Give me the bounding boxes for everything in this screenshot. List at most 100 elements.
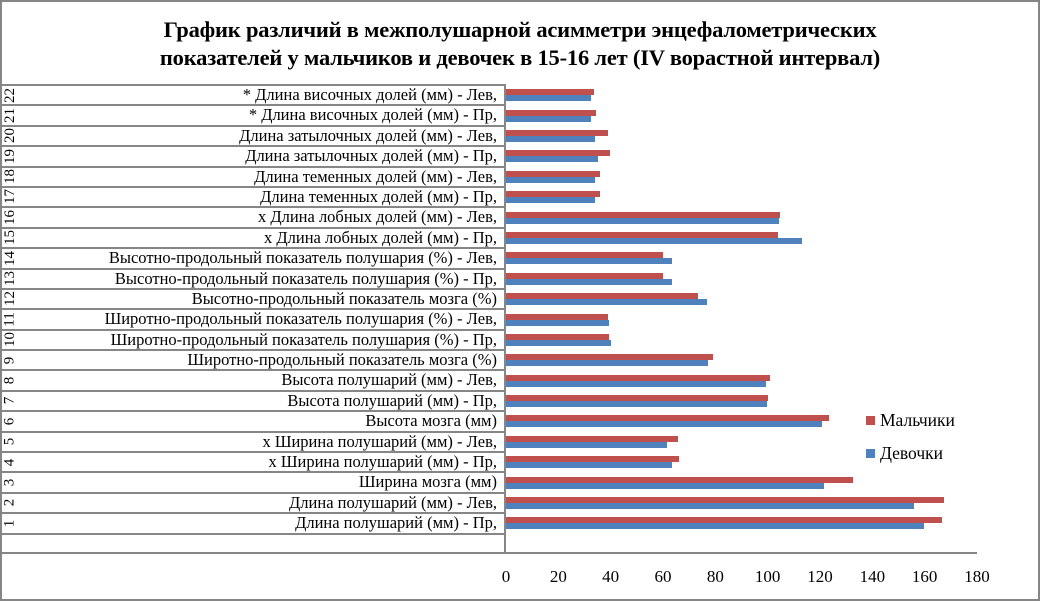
category-tick <box>498 471 506 474</box>
category-tick <box>498 104 506 107</box>
bar-girls <box>506 339 611 346</box>
category-number-text: 17 <box>1 189 18 205</box>
category-label: Высотно-продольный показатель мозга (%) <box>191 288 497 308</box>
category-number: 5 <box>0 433 20 451</box>
bar-girls <box>506 380 767 387</box>
bar-boys <box>506 476 853 483</box>
category-label: Высота полушарий (мм) - Лев, <box>281 370 497 390</box>
category-row: 20 Длина затылочных долей (мм) - Лев, <box>0 124 505 145</box>
category-row: 21 * Длина височных долей (мм) - Пр, <box>0 104 505 124</box>
category-row: 2 Длина полушарий (мм) - Лев, <box>0 491 505 512</box>
category-tick <box>498 451 506 454</box>
category-tick <box>498 532 506 535</box>
category-number: 4 <box>0 453 20 471</box>
bar-boys <box>506 129 609 136</box>
bar-girls <box>506 299 707 306</box>
category-number-text: 15 <box>1 230 18 246</box>
bar-girls <box>506 156 599 163</box>
category-tick <box>498 247 506 250</box>
category-number-text: 12 <box>1 291 18 307</box>
category-number: 17 <box>0 188 20 206</box>
category-label: Длина затылочных долей (мм) - Пр, <box>245 146 497 166</box>
category-number-text: 8 <box>1 376 18 385</box>
category-row: 6 Высота мозга (мм) <box>0 410 505 430</box>
category-number-text: 21 <box>1 107 18 123</box>
category-row: 3 Ширина мозга (мм) <box>0 471 505 491</box>
category-number-text: 7 <box>1 397 18 405</box>
bar-girls <box>506 421 822 428</box>
bar-girls <box>506 503 914 510</box>
bar-girls <box>506 360 708 367</box>
category-number-text: 10 <box>1 332 18 348</box>
category-number-text: 6 <box>1 417 18 426</box>
category-tick <box>498 328 506 331</box>
bar-boys <box>506 170 600 177</box>
category-row: 13 Высотно-продольный показатель полушари… <box>0 267 505 288</box>
category-row: 11 Широтно-продольный показатель полушари… <box>0 308 505 328</box>
bar-boys <box>506 374 771 381</box>
category-row: 22 * Длина височных долей (мм) - Лев, <box>0 84 505 104</box>
bar-girls <box>506 462 672 469</box>
category-number: 6 <box>0 412 20 430</box>
bar-girls <box>506 176 595 183</box>
legend-item-boys: Мальчики <box>866 404 955 437</box>
x-axis-line <box>0 552 977 554</box>
bar-boys <box>506 517 942 524</box>
category-row: 7 Высота полушарий (мм) - Пр, <box>0 389 505 410</box>
bar-girls <box>506 197 595 204</box>
category-tick <box>498 165 506 168</box>
category-tick <box>498 308 506 311</box>
category-row: 16 х Длина лобных долей (мм) - Лев, <box>0 206 505 226</box>
category-tick <box>498 206 506 209</box>
bar-girls <box>506 319 610 326</box>
category-tick <box>498 349 506 352</box>
category-number: 2 <box>0 494 20 512</box>
category-number: 11 <box>0 310 20 328</box>
category-number-text: 1 <box>1 519 18 527</box>
category-number-text: 11 <box>1 312 18 327</box>
bar-girls <box>506 217 779 224</box>
category-tick <box>498 287 506 290</box>
legend-swatch-boys <box>866 416 875 425</box>
bar-girls <box>506 95 592 102</box>
bar-boys <box>506 395 768 402</box>
category-number: 19 <box>0 147 20 165</box>
category-label: Длина полушарий (мм) - Пр, <box>295 513 497 533</box>
category-label: х Ширина полушарий (мм) - Лев, <box>262 431 497 451</box>
x-tick-label: 180 <box>964 567 990 586</box>
category-number-text: 2 <box>1 499 18 507</box>
category-tick <box>498 410 506 413</box>
bar-girls <box>506 523 924 530</box>
category-label: Длина теменных долей (мм) - Лев, <box>254 166 497 186</box>
legend-swatch-girls <box>866 449 875 458</box>
category-number-text: 18 <box>1 169 18 185</box>
category-number: 1 <box>0 514 20 532</box>
bar-boys <box>506 456 679 463</box>
category-label: Высота полушарий (мм) - Пр, <box>287 390 497 410</box>
category-number-text: 14 <box>1 250 18 266</box>
category-number: 10 <box>0 331 20 349</box>
bar-boys <box>506 252 663 259</box>
bar-boys <box>506 435 678 442</box>
category-number: 9 <box>0 351 20 369</box>
bar-girls <box>506 482 824 489</box>
bar-boys <box>506 293 699 300</box>
category-tick <box>498 84 506 86</box>
category-label: Высотно-продольный показатель полушария … <box>108 248 497 268</box>
bar-girls <box>506 278 672 285</box>
category-number-text: 4 <box>1 458 18 466</box>
category-number-text: 20 <box>1 128 18 144</box>
x-tick-label: 40 <box>602 567 620 586</box>
bar-boys <box>506 272 663 279</box>
category-number-text: 3 <box>1 478 18 487</box>
value-axis-origin-line <box>504 84 506 553</box>
x-tick-label: 140 <box>859 567 886 586</box>
category-tick <box>498 226 506 229</box>
bar-girls <box>506 115 592 122</box>
bar-boys <box>506 231 778 238</box>
category-tick <box>498 267 506 270</box>
category-row: 18 Длина теменных долей (мм) - Лев, <box>0 165 505 186</box>
category-number: 3 <box>0 473 20 491</box>
category-number-text: 19 <box>1 148 18 164</box>
category-number: 7 <box>0 392 20 410</box>
